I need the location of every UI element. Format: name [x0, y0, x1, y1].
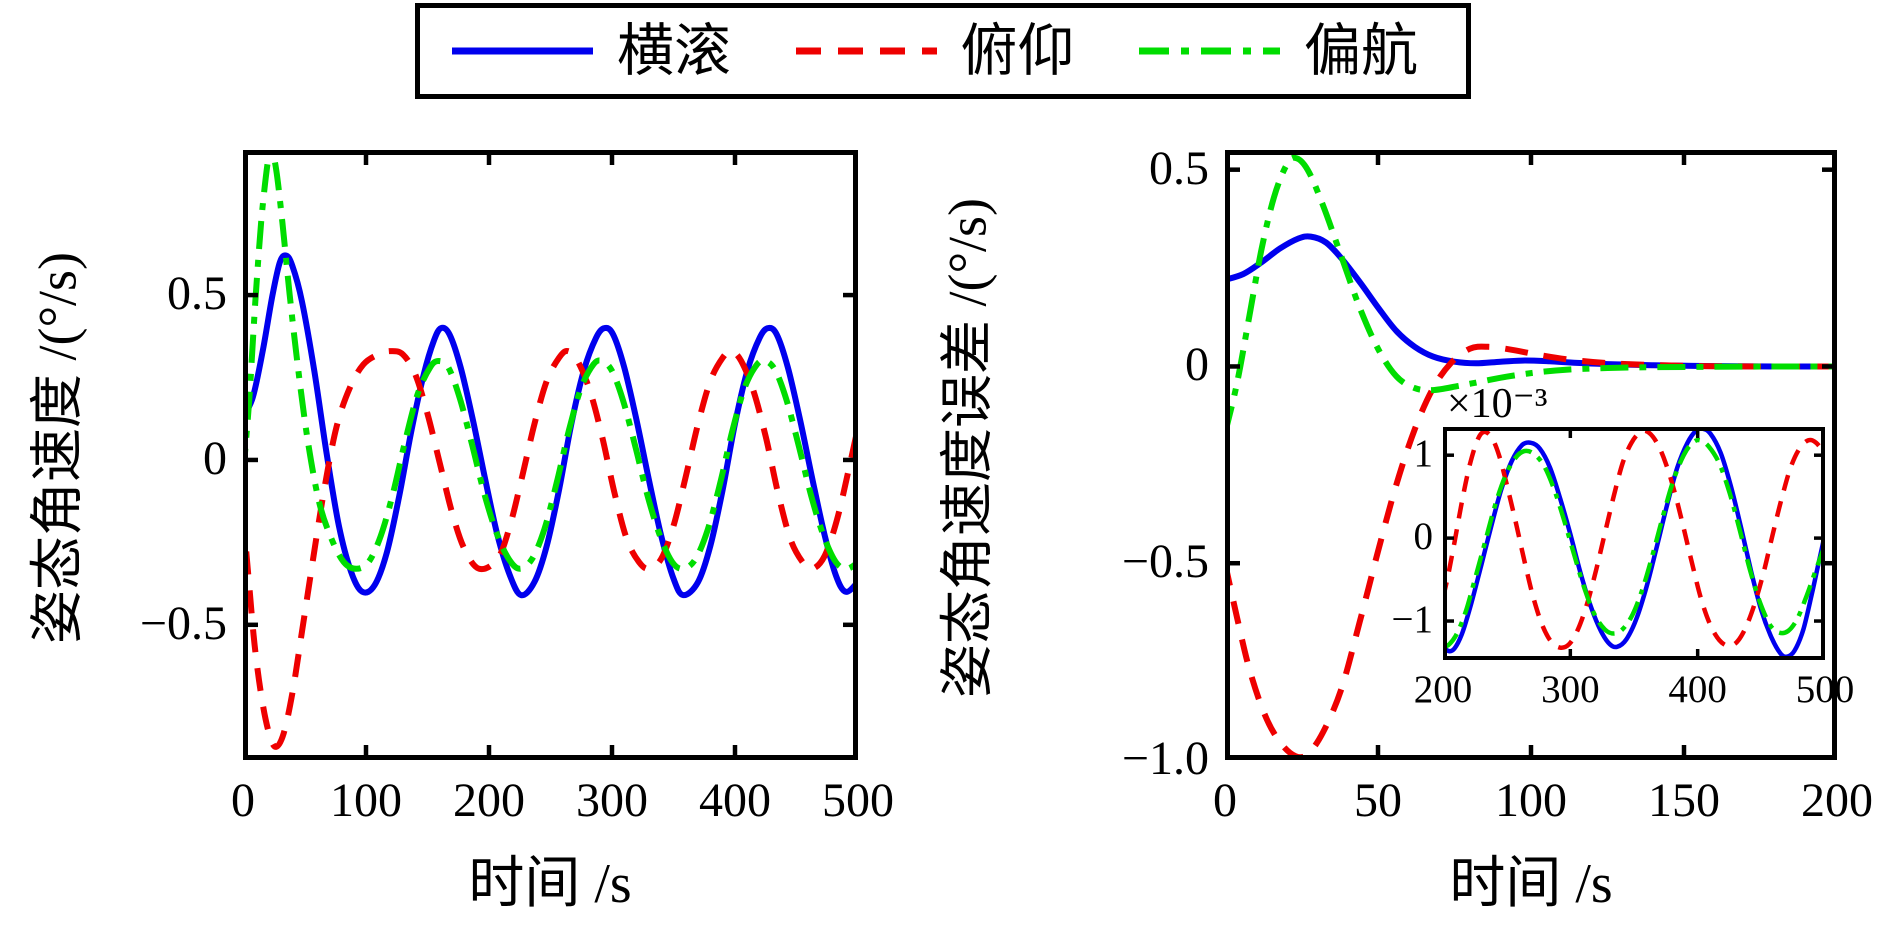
curve-横滚 — [1443, 427, 1825, 660]
x-tick-label: 100 — [330, 774, 402, 827]
legend-label-yaw: 偏航 — [1304, 19, 1418, 83]
curve-俯仰 — [1225, 343, 1837, 760]
right-plot-ylabel: 姿态角速度误差 /(°/s) — [937, 197, 998, 699]
curve-偏航 — [243, 150, 858, 572]
curve-偏航 — [1225, 154, 1837, 435]
inset-plot-area — [1443, 427, 1825, 660]
x-tick-label: 100 — [1495, 774, 1567, 827]
y-tick-label: −1.0 — [1121, 732, 1209, 785]
axes-box — [1443, 427, 1825, 660]
legend-item-pitch: 俯仰 — [794, 23, 1075, 80]
curve-横滚 — [243, 252, 858, 599]
legend-item-yaw: 偏航 — [1137, 23, 1418, 80]
x-tick-label: 200 — [1801, 774, 1873, 827]
curve-俯仰 — [1443, 428, 1825, 650]
y-tick-label: 1 — [1413, 432, 1434, 476]
left-plot-xlabel: 时间 /s — [468, 853, 632, 915]
y-tick-label: 0 — [1185, 338, 1209, 392]
x-tick-label: 200 — [453, 774, 525, 827]
pitch-line-sample-icon — [795, 47, 937, 55]
yaw-line-sample-icon — [1139, 47, 1280, 55]
y-tick-label: 0.5 — [1149, 141, 1209, 195]
y-tick-label: 0.5 — [167, 267, 227, 321]
x-tick-label: 0 — [231, 774, 255, 827]
curve-横滚 — [1225, 233, 1837, 370]
left-plot-area — [243, 150, 858, 760]
x-tick-label: 300 — [1541, 668, 1600, 711]
curve-俯仰 — [243, 348, 858, 750]
y-tick-label: −0.5 — [1121, 535, 1209, 589]
x-tick-label: 200 — [1413, 668, 1473, 711]
legend-label-roll: 横滚 — [617, 19, 731, 83]
x-tick-label: 0 — [1213, 774, 1237, 827]
curve-偏航 — [1443, 437, 1825, 650]
inset-scale-label: ×10⁻³ — [1447, 381, 1548, 427]
x-tick-label: 50 — [1354, 774, 1402, 827]
right-plot-area — [1225, 150, 1837, 760]
x-tick-label: 300 — [576, 774, 648, 827]
legend-item-roll: 横滚 — [450, 23, 731, 80]
x-tick-label: 500 — [1795, 668, 1855, 711]
axes-box — [1225, 150, 1837, 760]
y-tick-label: −0.5 — [139, 596, 227, 650]
axes-box — [243, 150, 858, 760]
x-tick-label: 400 — [1668, 668, 1727, 711]
roll-line-sample-icon — [452, 47, 593, 55]
y-tick-label: 0 — [203, 431, 227, 485]
y-tick-label: −1 — [1391, 598, 1434, 642]
legend-box: 横滚 俯仰 偏航 — [415, 3, 1471, 99]
x-tick-label: 150 — [1648, 774, 1720, 827]
x-tick-label: 400 — [699, 774, 771, 827]
legend-label-pitch: 俯仰 — [960, 19, 1075, 83]
right-plot-xlabel: 时间 /s — [1449, 853, 1613, 915]
x-tick-label: 500 — [822, 774, 894, 827]
y-tick-label: 0 — [1413, 515, 1434, 559]
